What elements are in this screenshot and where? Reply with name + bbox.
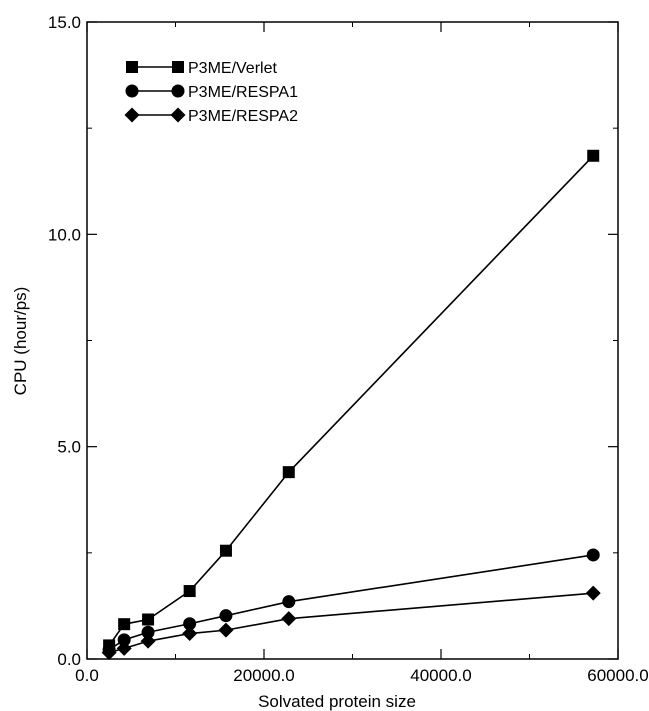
- legend-marker: [124, 107, 140, 123]
- data-point: [586, 548, 600, 562]
- data-point: [141, 625, 155, 639]
- x-tick-label: 20000.0: [233, 666, 294, 685]
- legend-marker: [170, 107, 186, 123]
- y-tick-label: 15.0: [48, 13, 81, 32]
- data-point: [117, 633, 131, 647]
- data-point: [118, 618, 131, 631]
- series-diamond: [101, 585, 601, 661]
- axis-ticks: [86, 21, 619, 660]
- y-tick-label: 0.0: [57, 650, 81, 669]
- data-point: [101, 645, 117, 661]
- legend-marker: [125, 84, 139, 98]
- legend-label: P3ME/RESPA2: [188, 108, 298, 125]
- legend-marker: [171, 84, 185, 98]
- x-tick-label: 40000.0: [410, 666, 471, 685]
- data-point: [219, 609, 233, 623]
- data-series: [101, 149, 601, 661]
- data-point: [282, 466, 295, 479]
- legend-label: P3ME/Verlet: [188, 60, 277, 77]
- data-point: [281, 611, 297, 627]
- axis-tick-labels: 0.0 20000.0 40000.0 60000.0 0.0 5.0 10.0 15.0: [48, 13, 649, 685]
- y-tick-label: 10.0: [48, 225, 81, 244]
- legend-entry: P3ME/Verlet: [126, 60, 277, 77]
- data-point: [282, 595, 296, 609]
- series-line: [108, 592, 594, 654]
- data-point: [116, 640, 132, 656]
- legend-label: P3ME/RESPA1: [188, 84, 298, 101]
- x-tick-label: 60000.0: [587, 666, 648, 685]
- legend-marker: [126, 61, 138, 73]
- series-circle: [102, 548, 600, 657]
- data-point: [182, 626, 198, 642]
- legend-entry: P3ME/RESPA1: [125, 84, 298, 101]
- data-point: [183, 617, 197, 631]
- y-tick-label: 5.0: [57, 438, 81, 457]
- data-point: [142, 613, 155, 626]
- x-axis-label: Solvated protein size: [258, 692, 416, 711]
- series-line: [108, 155, 594, 646]
- legend-marker: [172, 61, 184, 73]
- y-axis-label: CPU (hour/ps): [11, 287, 30, 396]
- legend: P3ME/Verlet P3ME/RESPA1 P3ME/RESPA2: [124, 60, 298, 125]
- data-point: [140, 633, 156, 649]
- legend-entry: P3ME/RESPA2: [124, 107, 298, 125]
- data-point: [219, 544, 232, 557]
- data-point: [218, 622, 234, 638]
- series-square: [103, 149, 600, 652]
- data-point: [183, 585, 196, 598]
- x-tick-label: 0.0: [75, 666, 99, 685]
- data-point: [587, 149, 600, 162]
- data-point: [585, 585, 601, 601]
